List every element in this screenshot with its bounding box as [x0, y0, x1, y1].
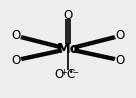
- Text: O: O: [116, 29, 125, 42]
- Text: O: O: [11, 54, 20, 67]
- Text: O: O: [11, 29, 20, 42]
- Text: C: C: [66, 68, 74, 81]
- Text: O: O: [116, 54, 125, 67]
- Text: +: +: [60, 68, 67, 77]
- Text: O: O: [55, 68, 64, 81]
- Text: •−: •−: [69, 68, 80, 77]
- Text: Mo: Mo: [56, 42, 80, 56]
- Text: O: O: [63, 9, 73, 22]
